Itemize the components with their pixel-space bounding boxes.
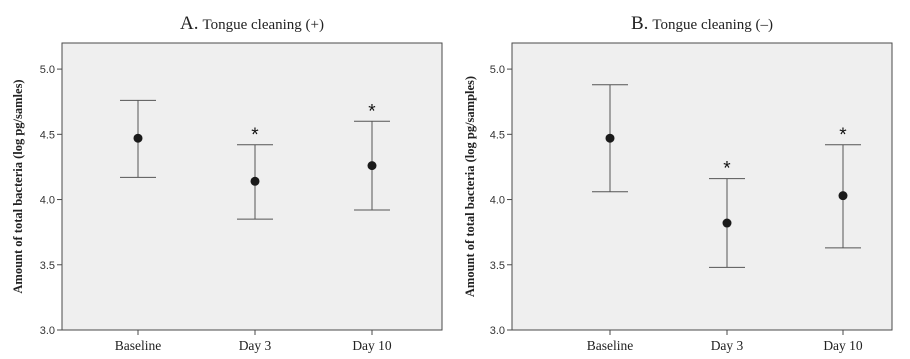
data-point: [367, 161, 377, 171]
significance-marker: *: [251, 125, 259, 146]
data-point: [605, 133, 615, 143]
significance-marker: *: [839, 125, 847, 146]
x-tick-label: Day 10: [823, 338, 863, 353]
chart-panel-b: B. Tongue cleaning (–) Amount of total bac…: [463, 13, 893, 353]
x-tick-label: Day 10: [352, 338, 392, 353]
y-tick-label: 3.0: [490, 325, 505, 337]
chart-title-letter: B.: [631, 13, 648, 34]
plot-area: [61, 42, 443, 331]
data-point: [838, 191, 848, 201]
x-tick-label: Baseline: [587, 338, 634, 353]
x-tick-label: Baseline: [115, 338, 162, 353]
chart-title-text: Tongue cleaning (+): [202, 17, 324, 33]
chart-title: B. Tongue cleaning (–): [631, 13, 773, 34]
data-point: [722, 218, 732, 228]
x-tick-label: Day 3: [711, 338, 744, 353]
data-point: [250, 176, 260, 186]
chart-title: A. Tongue cleaning (+): [180, 13, 324, 34]
y-tick-label: 3.0: [40, 325, 55, 337]
y-tick-label: 4.0: [40, 195, 55, 207]
y-tick-label: 4.5: [40, 129, 55, 141]
chart-title-text: Tongue cleaning (–): [652, 17, 773, 33]
y-tick-label: 3.5: [40, 260, 55, 272]
y-axis-label: Amount of total bacteria (log pg/samles): [11, 79, 25, 293]
plot-area: [511, 42, 893, 331]
chart-panel-a: A. Tongue cleaning (+) Amount of total bac…: [11, 13, 443, 353]
y-axis-label: Amount of total bacteria (log pg/samples…: [463, 76, 477, 297]
significance-marker: *: [723, 159, 731, 180]
y-tick-label: 4.0: [490, 195, 505, 207]
y-tick-label: 3.5: [490, 260, 505, 272]
significance-marker: *: [368, 101, 376, 122]
y-tick-label: 5.0: [490, 64, 505, 76]
y-tick-label: 4.5: [490, 129, 505, 141]
x-tick-label: Day 3: [239, 338, 272, 353]
y-tick-label: 5.0: [40, 64, 55, 76]
data-point: [133, 133, 143, 143]
chart-title-letter: A.: [180, 13, 198, 34]
